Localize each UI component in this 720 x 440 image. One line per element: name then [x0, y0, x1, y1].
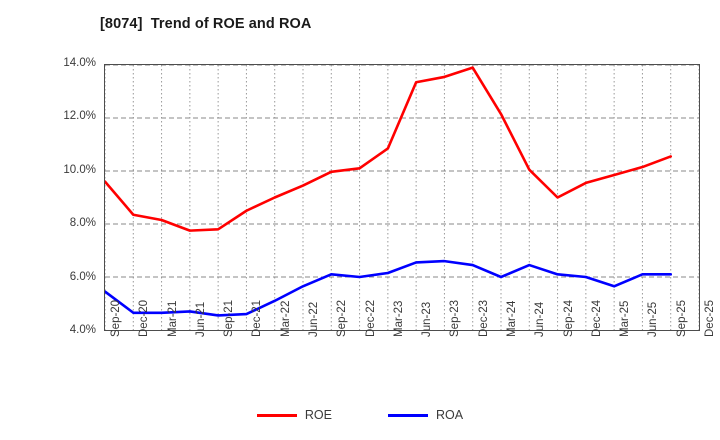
x-axis-tick-label: Mar-21: [166, 300, 179, 337]
x-axis-tick-label: Dec-23: [477, 299, 490, 337]
x-axis-tick-label: Sep-22: [336, 299, 349, 337]
x-axis-tick-label: Dec-20: [138, 299, 151, 337]
x-axis-tick-label: Mar-23: [392, 300, 405, 337]
legend: ROE ROA: [0, 408, 720, 422]
series-line-roa: [105, 259, 673, 317]
x-axis-tick-label: Jun-22: [308, 301, 320, 337]
plot-area: [104, 64, 700, 331]
legend-item-roa[interactable]: ROA: [388, 408, 463, 422]
y-axis-tick-label: 8.0%: [69, 217, 96, 229]
gridlines: [105, 65, 699, 330]
y-axis-tick-label: 10.0%: [63, 164, 96, 176]
legend-label-roe: ROE: [304, 408, 332, 422]
legend-label-roa: ROA: [436, 408, 464, 422]
x-axis-tick-label: Jun-23: [421, 301, 434, 337]
x-axis-tick-label: Jun-25: [647, 301, 660, 337]
series-line-roe: [105, 66, 673, 232]
x-axis-tick-label: Mar-25: [619, 300, 632, 337]
y-axis-tick-label: 4.0%: [69, 324, 96, 336]
plot-svg: [105, 65, 699, 330]
legend-swatch-roe: [256, 413, 297, 417]
x-axis-tick-label: Mar-24: [506, 300, 518, 337]
x-axis-tick-label: Dec-21: [251, 299, 264, 337]
x-axis-tick-label: Jun-24: [534, 301, 547, 337]
x-axis-tick-label: Sep-25: [675, 299, 688, 337]
x-axis-tick-label: Sep-23: [449, 299, 462, 337]
x-axis-tick-label: Dec-25: [704, 299, 716, 337]
y-axis-tick-label: 6.0%: [69, 271, 96, 283]
x-axis-tick-label: Dec-22: [364, 299, 377, 337]
page-title: [8074] Trend of ROE and ROA: [100, 16, 312, 32]
x-axis-tick-label: Sep-24: [562, 299, 575, 337]
legend-swatch-roa: [388, 413, 428, 417]
y-axis-tick-label: 12.0%: [63, 110, 96, 122]
x-axis-tick-label: Jun-21: [194, 301, 207, 337]
x-axis-tick-label: Sep-20: [110, 299, 122, 337]
x-axis-tick-label: Mar-22: [279, 300, 292, 337]
x-axis-tick-label: Dec-24: [590, 299, 603, 337]
x-axis-tick-label: Sep-21: [223, 299, 236, 337]
legend-item-roe[interactable]: ROE: [256, 408, 332, 422]
y-axis-tick-label: 14.0%: [63, 57, 96, 69]
